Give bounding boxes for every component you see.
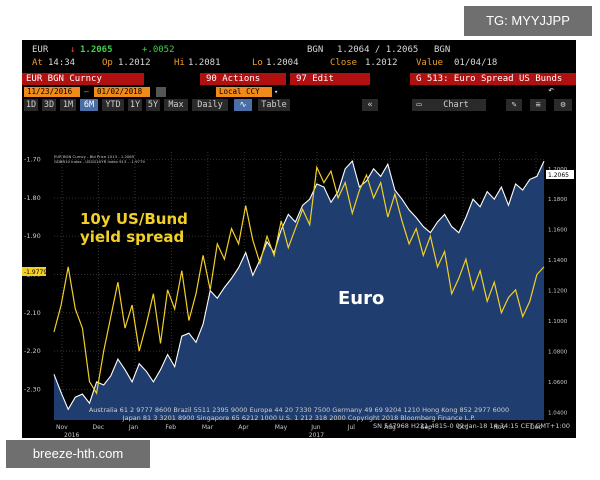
actions-menu[interactable]: 90 Actions	[200, 73, 286, 85]
footer-line-3: SN 547968 H221-4815-0 02-Jan-18 14:34:15…	[373, 422, 570, 430]
ticker: EUR	[32, 45, 49, 55]
footer-line-1: Australia 61 2 9777 8600 Brazil 5511 239…	[88, 406, 510, 414]
close-value: 1.2012	[365, 58, 398, 68]
x-tick-label: Sep	[421, 424, 433, 431]
low-label: Lo	[252, 58, 263, 68]
currency-select[interactable]: Local CCY	[216, 87, 272, 97]
right-tick-label: 1.1000	[548, 319, 568, 325]
right-tick-label: 1.1200	[548, 289, 568, 295]
x-tick-label: Apr	[238, 424, 249, 431]
down-arrow-icon: ↓	[70, 45, 76, 55]
right-axis: 1.2000 1.1800 1.1600 1.1400 1.1200 1.1000 1.08…	[548, 167, 568, 417]
spread-current-value: -1.9779	[24, 269, 47, 276]
page-title: G 513: Euro Spread US Bunds	[410, 73, 576, 85]
collapse-icon[interactable]: «	[362, 99, 378, 111]
period-ytd[interactable]: YTD	[102, 99, 124, 111]
right-tick-label: 1.2000	[548, 167, 568, 173]
left-tick-label: -1.90	[24, 232, 41, 240]
annotation-euro: Euro	[338, 288, 384, 309]
bgn-label-2: BGN	[434, 45, 451, 55]
euro-current-value: 1.2065	[548, 172, 569, 179]
price-change: +.0052	[142, 45, 175, 55]
value-label: Value	[416, 58, 444, 68]
right-tick-label: 1.0400	[548, 410, 568, 416]
bid-ask: 1.2064 / 1.2065	[337, 45, 419, 55]
bgn-label: BGN	[307, 45, 324, 55]
year-label: 2017	[309, 432, 324, 438]
bloomberg-terminal: EUR ↓ 1.2065 +.0052 BGN 1.2064 / 1.2065 …	[22, 40, 576, 438]
x-tick-label: Nov	[494, 424, 506, 431]
footer-line-2: Japan 81 3 3201 8900 Singapore 65 6212 1…	[122, 414, 476, 422]
period-5y[interactable]: 5Y	[146, 99, 160, 111]
x-tick-label: Oct	[457, 424, 468, 431]
left-tick-label: -1.70	[24, 156, 41, 164]
high-label: Hi	[174, 58, 185, 68]
period-6m[interactable]: 6M	[80, 99, 98, 111]
high-value: 1.2081	[188, 58, 221, 68]
chart-content-icon[interactable]: ▭	[412, 99, 426, 111]
date-separator: –	[84, 87, 89, 96]
x-tick-label: Dec	[92, 424, 104, 431]
settings-gear-icon[interactable]: ⚙	[554, 99, 572, 111]
x-tick-label: Nov	[56, 424, 68, 431]
period-1m[interactable]: 1M	[60, 99, 76, 111]
chart-content-button[interactable]: Chart Content	[426, 99, 486, 122]
start-date-field[interactable]: 11/23/2016	[24, 87, 80, 97]
calendar-icon[interactable]	[156, 87, 166, 97]
right-tick-label: 1.1600	[548, 228, 568, 234]
period-1d[interactable]: 1D	[24, 99, 38, 111]
x-tick-label: Jun	[310, 424, 321, 431]
left-tick-label: -2.20	[24, 347, 41, 355]
open-label: Op	[102, 58, 113, 68]
edit-menu[interactable]: 97 Edit	[290, 73, 370, 85]
right-tick-label: 1.1800	[548, 197, 568, 203]
at-label: At	[32, 58, 43, 68]
frequency-select[interactable]: Daily	[192, 99, 228, 111]
left-tick-label: -1.80	[24, 194, 41, 202]
period-3d[interactable]: 3D	[42, 99, 56, 111]
value-date: 01/04/18	[454, 58, 498, 68]
close-label: Close	[330, 58, 358, 68]
x-axis: Nov Dec Jan Feb Mar Apr May Jun Jul Aug Sep Oct Nov D…	[56, 424, 542, 438]
legend-entry-euro: EUR BGN Curncy - Bid Price 1013 - 1.2065	[54, 154, 135, 159]
line-chart-icon[interactable]: ∿	[234, 99, 252, 111]
euro-current-value-tag	[546, 170, 574, 179]
left-tick-label: -2.10	[24, 309, 41, 317]
left-tick-label: -2.30	[24, 385, 41, 393]
open-value: 1.2012	[118, 58, 151, 68]
year-label: 2016	[64, 432, 79, 438]
watermark-top: TG: MYYJJPP	[464, 6, 592, 36]
security-title[interactable]: EUR BGN Curncy	[22, 73, 144, 85]
quote-time: 14:34	[48, 58, 76, 68]
annotation-spread-line2: yield spread	[80, 228, 184, 246]
chevron-down-icon[interactable]: ▾	[274, 88, 279, 96]
low-value: 1.2004	[266, 58, 299, 68]
watermark-bottom: breeze-hth.com	[6, 440, 150, 468]
menu-icon[interactable]: ≡	[530, 99, 546, 111]
edit-icon[interactable]: ✎	[506, 99, 522, 111]
x-tick-label: Jan	[128, 424, 138, 431]
euro-series-line	[53, 159, 545, 411]
right-tick-label: 1.0600	[548, 380, 568, 386]
right-tick-label: 1.0800	[548, 349, 568, 355]
annotation-spread-line1: 10y US/Bund	[80, 210, 188, 228]
x-tick-label: May	[275, 424, 288, 431]
right-tick-label: 1.1400	[548, 258, 568, 264]
x-tick-label: Aug	[384, 424, 396, 431]
price-chart: -1.70-1.80-1.90-2.00-2.10-2.20-2.30 1.20…	[22, 112, 576, 438]
last-price: 1.2065	[80, 45, 113, 55]
period-max[interactable]: Max	[164, 99, 188, 111]
euro-series-area	[54, 161, 544, 420]
spread-current-value-tag	[22, 267, 46, 276]
legend-entry-spread: GDBR10 Index - USGG10YR Index 913 - -1.9…	[54, 159, 145, 164]
period-1y[interactable]: 1Y	[128, 99, 142, 111]
x-tick-label: Dec	[530, 424, 542, 431]
x-tick-label: Mar	[202, 424, 214, 431]
table-button[interactable]: Table	[258, 99, 290, 111]
x-tick-label: Jul	[347, 424, 356, 431]
spread-series-line	[53, 165, 545, 395]
back-arrow-icon[interactable]: ↶	[548, 85, 555, 96]
end-date-field[interactable]: 01/02/2018	[94, 87, 150, 97]
x-tick-label: Feb	[165, 424, 176, 431]
